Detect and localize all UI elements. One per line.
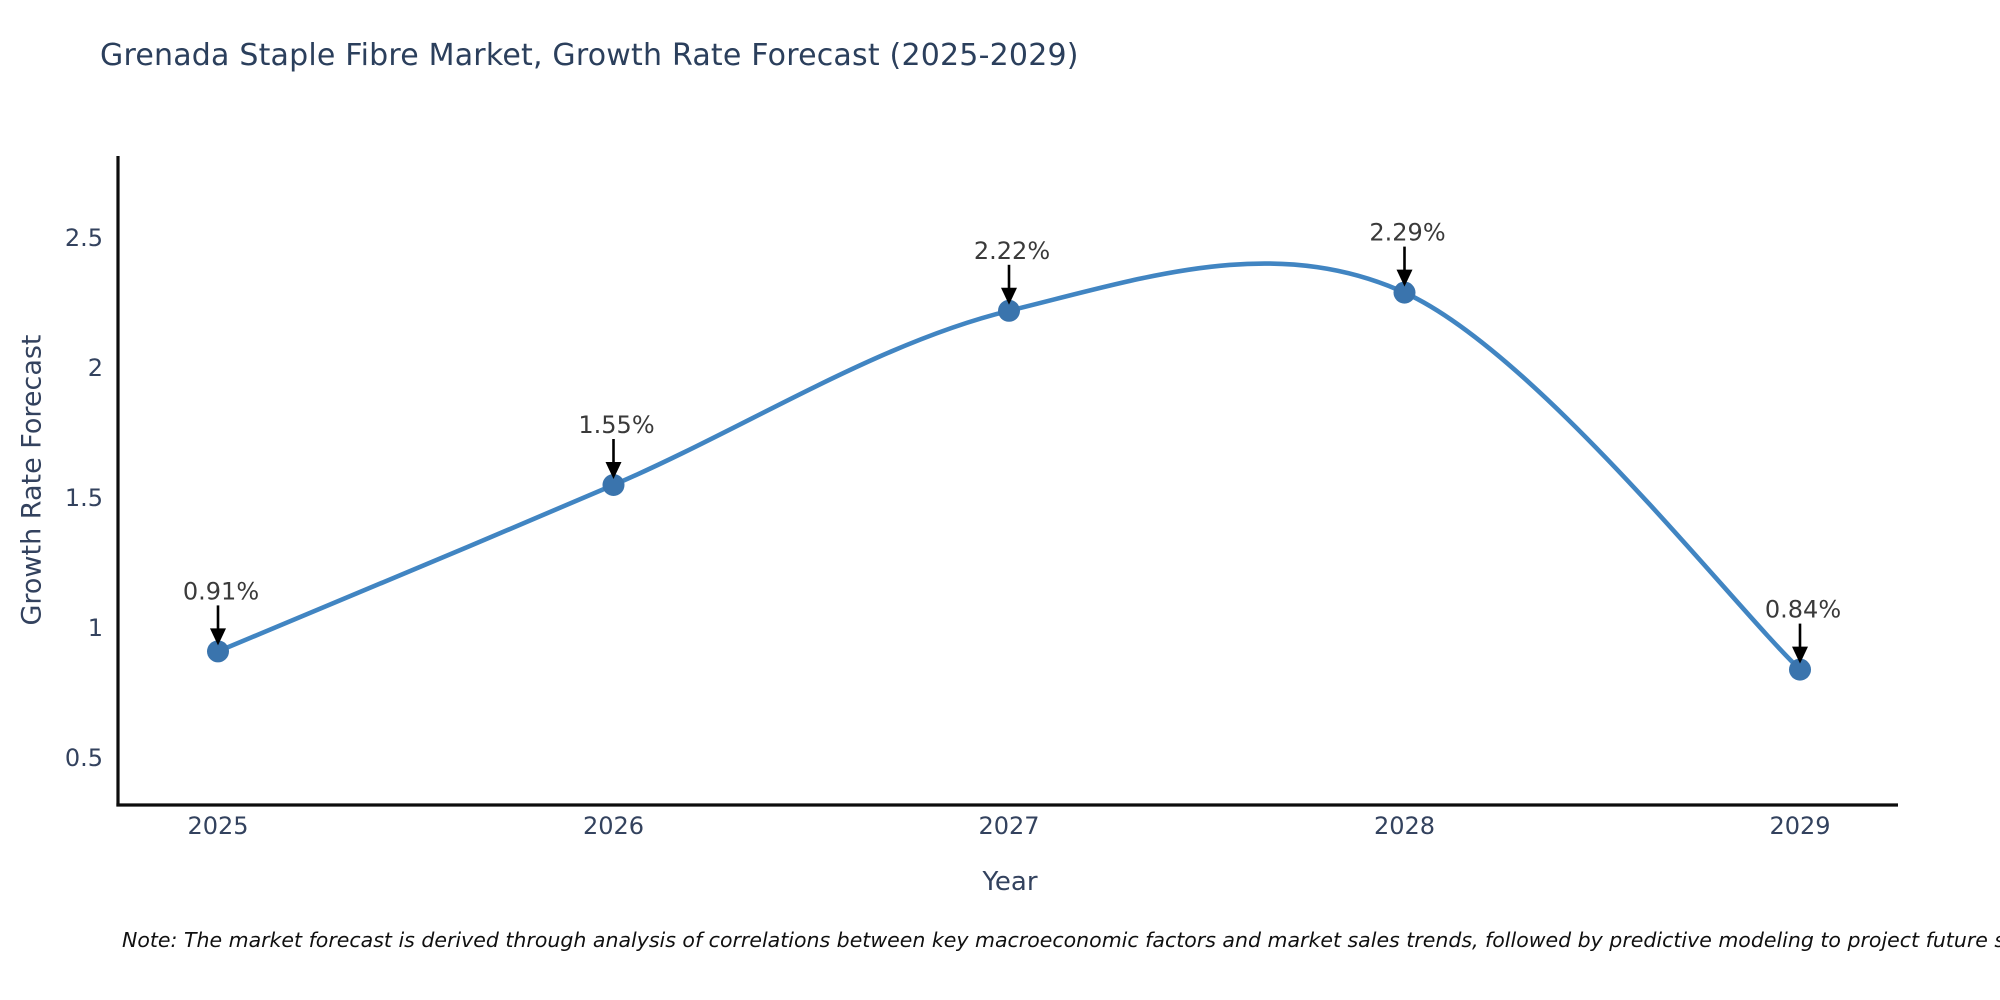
data-point-marker xyxy=(207,640,229,663)
x-tick-label: 2029 xyxy=(1769,812,1830,840)
data-point-label: 2.22% xyxy=(974,237,1050,265)
annotation-arrowhead xyxy=(1396,269,1413,287)
data-point-marker xyxy=(1789,658,1811,681)
data-point-marker xyxy=(1393,281,1416,304)
x-tick-label: 2027 xyxy=(978,812,1039,840)
x-tick-label: 2025 xyxy=(187,812,248,840)
annotation-arrowhead xyxy=(1792,646,1808,664)
y-tick-label: 1.5 xyxy=(65,484,103,512)
annotation-arrowhead xyxy=(605,462,622,479)
y-tick-label: 0.5 xyxy=(65,744,103,772)
data-point-label: 1.55% xyxy=(578,411,654,439)
y-tick-label: 1 xyxy=(88,614,103,642)
data-point-label: 2.29% xyxy=(1369,219,1445,247)
x-tick-label: 2028 xyxy=(1374,812,1435,840)
data-point-label: 0.91% xyxy=(183,577,259,605)
chart-title: Grenada Staple Fibre Market, Growth Rate… xyxy=(100,38,1079,73)
annotation-arrowhead xyxy=(210,628,226,646)
y-tick-label: 2 xyxy=(88,354,103,382)
y-tick-label: 2.5 xyxy=(65,224,103,252)
chart-note: Note: The market forecast is derived thr… xyxy=(122,928,2000,952)
data-point-marker xyxy=(602,474,625,496)
data-point-label: 0.84% xyxy=(1765,596,1841,624)
x-tick-label: 2026 xyxy=(583,812,644,840)
annotation-arrowhead xyxy=(1001,287,1017,305)
data-point-marker xyxy=(998,299,1020,322)
y-axis-title: Growth Rate Forecast xyxy=(16,334,48,626)
x-axis-title: Year xyxy=(982,867,1038,897)
forecast-line xyxy=(215,261,1803,672)
